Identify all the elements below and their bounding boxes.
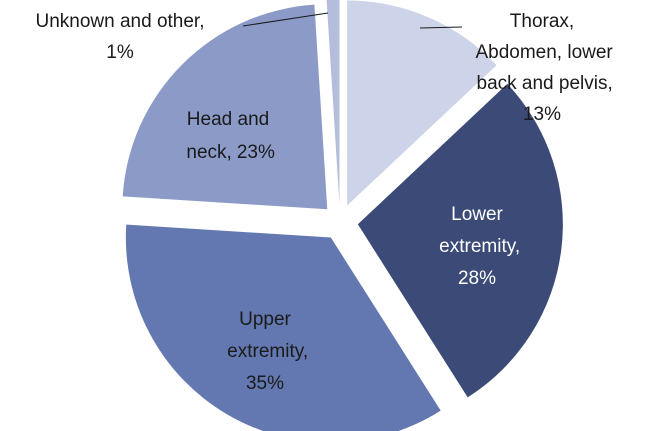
pie-slice bbox=[326, 0, 340, 205]
value-label: 13% bbox=[523, 104, 561, 125]
pie-slice bbox=[357, 83, 563, 398]
slice-label: Unknown and other, bbox=[35, 11, 204, 32]
value-label: 28% bbox=[458, 268, 496, 289]
leader-line bbox=[242, 12, 329, 27]
pie-slice bbox=[122, 4, 328, 210]
slice-label: Lower extremity, bbox=[434, 204, 520, 257]
slice-label: Upper extremity, bbox=[222, 309, 308, 362]
value-label: 1% bbox=[106, 42, 134, 63]
slice-label: Thorax, Abdomen, lower back and pelvis, bbox=[471, 11, 613, 94]
slice-label: Head and neck, bbox=[181, 109, 269, 163]
pie-slice bbox=[347, 0, 497, 206]
leader-line bbox=[419, 26, 463, 29]
value-label: 23% bbox=[237, 142, 275, 163]
pie-slice bbox=[125, 224, 441, 431]
value-label: 35% bbox=[246, 373, 284, 394]
